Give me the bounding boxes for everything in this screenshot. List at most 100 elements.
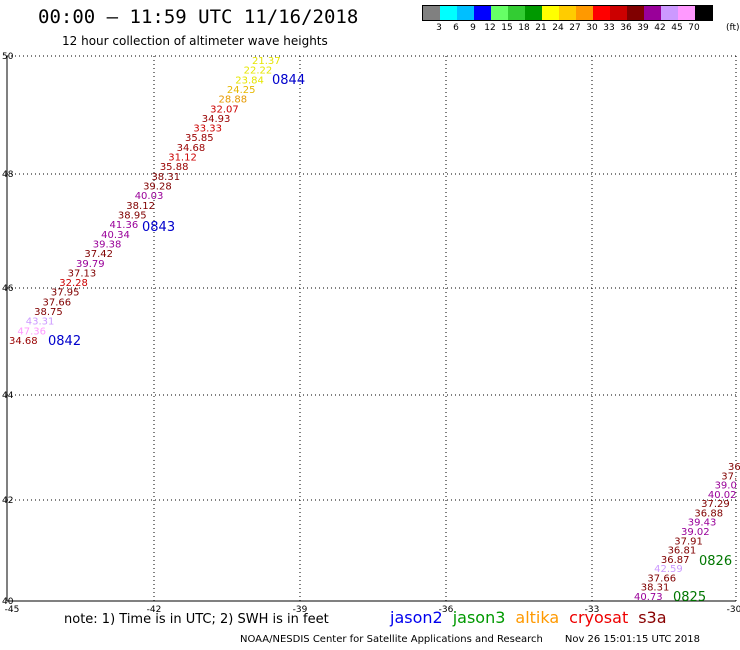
legend-swatch-9: [576, 6, 593, 20]
swh-value: 42.59: [654, 564, 683, 575]
satellite-jason2: jason2: [390, 608, 443, 627]
legend-tick-label: 18: [518, 23, 530, 33]
pass-time-label: 0842: [48, 334, 81, 349]
pass-time-label: 0825: [673, 590, 706, 605]
footer-generated: Nov 26 15:01:15 UTC 2018: [564, 634, 701, 645]
swh-value: 34.68: [177, 143, 206, 154]
legend-tick-label: 24: [552, 23, 564, 33]
swh-value: 38.95: [118, 210, 147, 221]
legend-swatch-0: [423, 6, 440, 20]
legend-tick-label: 6: [453, 23, 459, 33]
legend-tick-label: 39: [637, 23, 649, 33]
swh-value: 47.36: [17, 326, 46, 337]
swh-value: 23.84: [235, 75, 264, 86]
legend-swatch-15: [678, 6, 695, 20]
legend-swatch-3: [474, 6, 491, 20]
legend-tick-label: 15: [501, 23, 513, 33]
swh-value: 21.37: [252, 56, 281, 67]
swh-value: 34.93: [202, 114, 231, 125]
swh-value: 32.07: [210, 104, 239, 115]
footer-credit: NOAA/NESDIS Center for Satellite Applica…: [240, 634, 543, 645]
legend-tick-label: 30: [586, 23, 598, 33]
swh-value: 33.33: [193, 124, 222, 135]
swh-value: 35.85: [185, 133, 214, 144]
track-a: 21.3722.2223.8424.2528.8832.0734.9333.33…: [9, 56, 281, 347]
lon-label: -39: [293, 605, 308, 615]
legend-tick-label: 42: [654, 23, 666, 33]
pass-labels: 0844 0843 0842 0826 0825: [48, 73, 732, 605]
legend-tick-label: 3: [436, 23, 442, 33]
note-text: note: 1) Time is in UTC; 2) SWH is in fe…: [64, 612, 329, 627]
track-b: 36.37.39.040.0237.2936.8839.4339.0237.91…: [634, 462, 740, 603]
swh-value: 36.88: [694, 508, 723, 519]
swh-value: 39.28: [143, 182, 172, 193]
lat-label: 42: [2, 496, 13, 506]
swh-value: 41.36: [110, 220, 139, 231]
satellite-cryosat: cryosat: [569, 608, 629, 627]
pass-time-label: 0843: [142, 220, 175, 235]
legend-tick-label: 27: [569, 23, 581, 33]
legend-tick-label: 21: [535, 23, 547, 33]
legend-swatch-11: [610, 6, 627, 20]
swh-value: 37.42: [84, 249, 113, 260]
lon-label: -33: [585, 605, 600, 615]
legend-tick-label: 70: [688, 23, 700, 33]
swh-value: 37.91: [674, 536, 703, 547]
swh-value: 40.03: [135, 191, 164, 202]
swh-value: 35.88: [160, 162, 189, 173]
swh-value: 24.25: [227, 85, 256, 96]
footer: NOAA/NESDIS Center for Satellite Applica…: [240, 634, 700, 645]
legend-swatch-10: [593, 6, 610, 20]
swh-value: 37.66: [647, 573, 676, 584]
swh-value: 37.66: [43, 297, 72, 308]
legend-swatch-2: [457, 6, 474, 20]
lon-label: -30: [727, 605, 740, 615]
legend-tick-label: 33: [603, 23, 615, 33]
swh-value: 31.12: [168, 153, 197, 164]
swh-value: 37.13: [68, 268, 97, 279]
lat-label: 40: [2, 597, 14, 607]
legend-unit: (ft): [726, 23, 740, 33]
map-grid: [6, 55, 737, 602]
swh-value: 22.22: [244, 66, 273, 77]
legend-swatch-8: [559, 6, 576, 20]
legend-swatch-5: [508, 6, 525, 20]
lat-label: 48: [2, 170, 14, 180]
swh-value: 39.38: [93, 239, 122, 250]
legend-swatch-12: [627, 6, 644, 20]
legend-swatch-7: [542, 6, 559, 20]
color-legend: (ft) 3 6 9 12 15 18 21 24 27 30 33 36 39 42 45 70: [422, 5, 740, 35]
swh-value: 36.: [728, 462, 740, 473]
swh-value: 39.0: [715, 481, 737, 492]
swh-value: 38.75: [34, 307, 63, 318]
swh-value: 39.79: [76, 259, 105, 270]
page-title: 00:00 – 11:59 UTC 11/16/2018: [38, 6, 359, 28]
satellite-legend: jason2 jason3 altika cryosat s3a: [390, 608, 677, 627]
swh-value: 40.34: [101, 230, 130, 241]
legend-swatches: [422, 5, 713, 21]
lon-label: -45: [5, 605, 20, 615]
swh-value: 37.: [721, 471, 737, 482]
lon-label: -36: [439, 605, 454, 615]
lat-label: 46: [2, 284, 14, 294]
axis-labels: -45 -42 -39 -36 -33 -30 50 48 46 44 42 40: [2, 52, 740, 615]
page-subtitle: 12 hour collection of altimeter wave hei…: [62, 34, 328, 48]
legend-tick-label: 36: [620, 23, 632, 33]
legend-tick-label: 9: [470, 23, 476, 33]
legend-tick-label: 45: [671, 23, 683, 33]
satellite-s3a: s3a: [638, 608, 667, 627]
legend-tick-label: 12: [484, 23, 496, 33]
satellite-altika: altika: [515, 608, 560, 627]
swh-value: 32.28: [59, 278, 88, 289]
swh-value: 38.31: [641, 583, 670, 594]
lat-label: 44: [2, 391, 14, 401]
swh-value: 28.88: [218, 95, 247, 106]
swh-value: 39.02: [681, 527, 710, 538]
swh-value: 43.31: [26, 317, 55, 328]
legend-swatch-6: [525, 6, 542, 20]
legend-swatch-1: [440, 6, 457, 20]
satellite-jason3: jason3: [452, 608, 506, 627]
legend-swatch-16: [695, 6, 712, 20]
swh-value: 34.68: [9, 336, 38, 347]
swh-value: 40.73: [634, 592, 663, 603]
